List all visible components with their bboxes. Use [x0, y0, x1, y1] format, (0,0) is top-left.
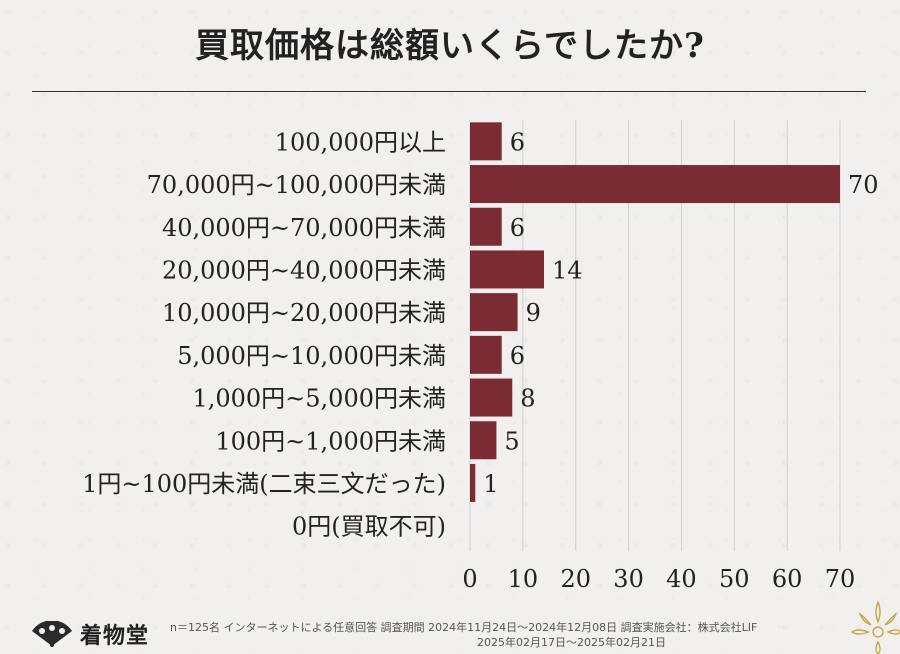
category-label: 10,000円~20,000円未満 — [162, 299, 446, 327]
flower-icon — [850, 600, 900, 654]
data-label: 6 — [510, 342, 525, 370]
category-label: 1円~100円未満(二束三文だった) — [82, 470, 446, 498]
bar — [470, 122, 502, 161]
bar — [470, 207, 502, 246]
bar — [470, 378, 513, 417]
survey-footnote: n＝125名 インターネットによる任意回答 調査期間 2024年11月24日～2… — [170, 620, 860, 650]
x-tick-label: 70 — [825, 565, 856, 593]
data-label: 5 — [504, 427, 519, 455]
data-label: 9 — [526, 299, 541, 327]
x-tick-label: 40 — [666, 565, 697, 593]
category-label: 5,000円~10,000円未満 — [177, 342, 446, 370]
bar — [470, 335, 502, 374]
bar — [470, 250, 544, 289]
brand-name: 着物堂 — [80, 623, 150, 649]
category-label: 20,000円~40,000円未満 — [162, 256, 446, 284]
x-tick-label: 60 — [772, 565, 803, 593]
data-label: 1 — [483, 470, 498, 498]
x-tick-label: 30 — [613, 565, 644, 593]
bar — [470, 421, 497, 460]
category-label: 40,000円~70,000円未満 — [162, 214, 446, 242]
footnote-line-2: 2025年02月17日～2025年02月21日 — [477, 636, 666, 649]
bar — [470, 463, 476, 502]
category-label: 0円(買取不可) — [292, 513, 446, 541]
brand-logo: 着物堂 — [30, 618, 149, 650]
x-tick-label: 20 — [560, 565, 591, 593]
bar — [470, 293, 518, 332]
data-label: 8 — [520, 385, 535, 413]
data-label: 6 — [510, 128, 525, 156]
x-tick-label: 10 — [508, 565, 539, 593]
fan-icon — [32, 621, 72, 647]
chart-title: 買取価格は総額いくらでしたか? — [195, 26, 705, 66]
x-tick-label: 50 — [719, 565, 750, 593]
data-label: 14 — [552, 256, 583, 284]
category-label: 1,000円~5,000円未満 — [192, 385, 446, 413]
bar — [470, 165, 840, 204]
data-label: 70 — [848, 171, 879, 199]
data-label: 6 — [510, 214, 525, 242]
footnote-line-1: n＝125名 インターネットによる任意回答 調査期間 2024年11月24日～2… — [170, 621, 758, 634]
category-label: 100,000円以上 — [275, 128, 446, 156]
category-label: 100円~1,000円未満 — [215, 427, 446, 455]
x-tick-label: 0 — [462, 565, 477, 593]
category-label: 70,000円~100,000円未満 — [147, 171, 446, 199]
title-divider — [32, 91, 866, 92]
